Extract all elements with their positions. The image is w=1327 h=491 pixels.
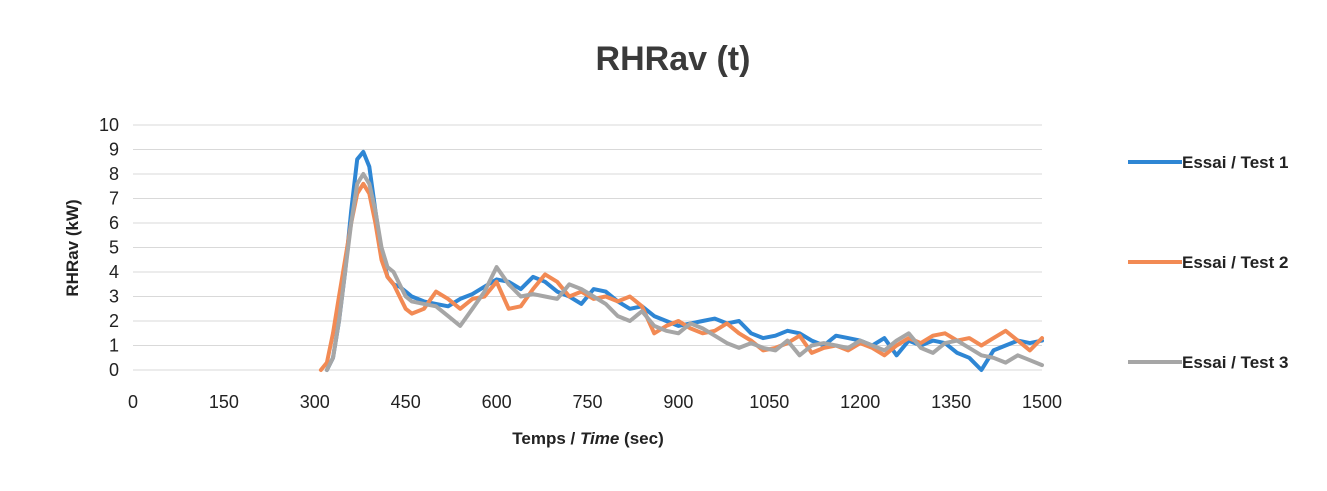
x-axis-ticks: 0 150 300 450 600 750 900 1050 1200 1350 1500 [128,392,1062,412]
x-tick-label: 1350 [931,392,971,412]
x-tick-label: 1200 [840,392,880,412]
legend-label-test-2: Essai / Test 2 [1182,253,1288,272]
y-tick-label: 0 [109,360,119,380]
x-tick-label: 600 [482,392,512,412]
legend: Essai / Test 1 Essai / Test 2 Essai / Test… [1128,153,1288,372]
series-lines [318,149,1044,372]
x-tick-label: 900 [663,392,693,412]
x-tick-label: 0 [128,392,138,412]
x-axis-label-prefix: Temps / [512,429,580,448]
y-tick-label: 5 [109,238,119,258]
y-tick-label: 4 [109,262,119,282]
series-line-test-2 [318,181,1044,372]
x-tick-label: 150 [209,392,239,412]
legend-label-test-3: Essai / Test 3 [1182,353,1288,372]
x-tick-label: 750 [572,392,602,412]
y-tick-label: 6 [109,213,119,233]
x-tick-label: 1050 [749,392,789,412]
y-tick-label: 2 [109,311,119,331]
x-axis-label-suffix: (sec) [619,429,663,448]
x-axis-label-italic: Time [580,429,619,448]
y-tick-label: 8 [109,164,119,184]
x-tick-label: 300 [300,392,330,412]
legend-label-test-1: Essai / Test 1 [1182,153,1288,172]
series-line-test-3 [324,172,1044,372]
y-tick-label: 9 [109,140,119,160]
chart-title: RHRav (t) [596,40,751,78]
x-axis-label: Temps / Time (sec) [512,429,664,448]
gridlines [133,124,1042,371]
y-tick-label: 1 [109,336,119,356]
x-tick-label: 1500 [1022,392,1062,412]
y-tick-label: 3 [109,287,119,307]
y-axis-ticks: 0 1 2 3 4 5 6 7 8 9 10 [99,115,119,380]
y-axis-label: RHRav (kW) [63,199,82,296]
y-tick-label: 7 [109,189,119,209]
y-tick-label: 10 [99,115,119,135]
x-tick-label: 450 [391,392,421,412]
